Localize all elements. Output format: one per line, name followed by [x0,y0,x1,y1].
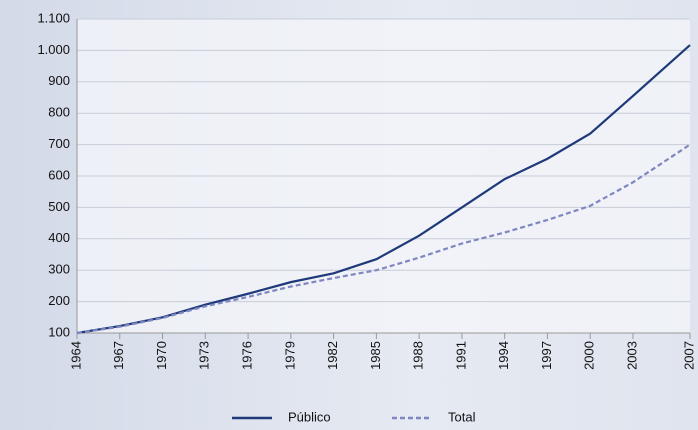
x-tick-label: 1973 [197,341,212,370]
y-tick-label: 700 [48,136,70,151]
x-tick-label: 1997 [539,341,554,370]
y-tick-label: 1.000 [37,42,70,57]
series-line [76,44,691,335]
x-tick-label: 1967 [111,341,126,370]
x-tick-label: 2000 [582,341,597,370]
x-tick-label: 1976 [240,341,255,370]
y-tick-label: 200 [48,293,70,308]
x-tick-label: 1994 [496,341,511,370]
x-tick-label: 1988 [411,341,426,370]
legend-label: Total [448,409,476,424]
x-tick-label: 1979 [282,341,297,370]
y-tick-label: 500 [48,199,70,214]
y-tick-label: 600 [48,167,70,182]
x-tick-label: 2007 [681,341,696,370]
series-line [76,143,691,335]
y-tick-label: 1.100 [37,10,70,25]
y-tick-label: 400 [48,230,70,245]
y-tick-label: 100 [48,324,70,339]
x-tick-label: 2003 [624,341,639,370]
y-tick-label: 900 [48,73,70,88]
x-tick-label: 1964 [68,341,83,370]
x-tick-label: 1991 [453,341,468,370]
y-tick-label: 300 [48,262,70,277]
x-tick-label: 1970 [154,341,169,370]
x-tick-label: 1982 [325,341,340,370]
legend-label: Público [288,409,331,424]
x-tick-label: 1985 [368,341,383,370]
y-tick-label: 800 [48,105,70,120]
